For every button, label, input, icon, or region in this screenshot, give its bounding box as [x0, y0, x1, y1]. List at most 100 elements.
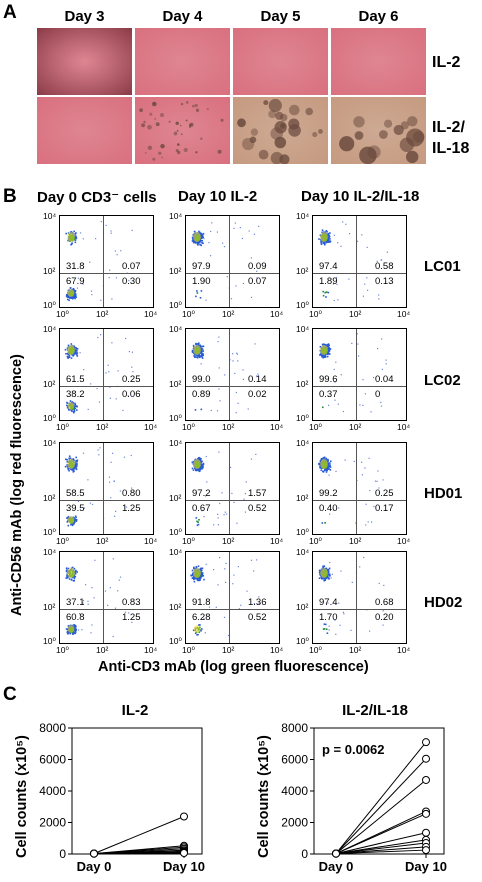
event-dot	[378, 294, 380, 296]
event-dot	[250, 296, 253, 298]
cell-colony	[183, 147, 188, 153]
event-dot	[90, 632, 92, 634]
event-dot	[256, 375, 258, 377]
y-tick-label: 10⁴	[169, 211, 183, 221]
event-dot	[327, 241, 330, 243]
event-dot	[115, 510, 117, 512]
quadrant-value-lower-right: 0	[375, 389, 381, 400]
event-dot	[67, 633, 69, 635]
event-dot	[370, 411, 372, 413]
quadrant-value-upper-right: 0.25	[375, 488, 394, 499]
cell-colony	[149, 112, 153, 116]
quadrant-value-lower-left: 39.5	[66, 503, 85, 514]
event-dot	[74, 627, 77, 630]
event-dot	[125, 506, 128, 508]
event-dot	[111, 298, 113, 300]
event-dot	[250, 458, 253, 460]
quadrant-gate-horizontal	[186, 500, 279, 501]
event-dot	[323, 469, 326, 472]
quadrant-value-upper-right: 0.68	[375, 597, 394, 608]
event-dot	[322, 457, 325, 459]
x-tick-label: 10²	[349, 309, 362, 319]
event-dot	[205, 299, 207, 301]
event-dot	[225, 562, 227, 564]
event-dot	[321, 577, 323, 580]
data-point	[332, 849, 340, 858]
event-dot	[355, 522, 357, 524]
x-tick-label: 10⁰	[182, 422, 195, 432]
density-peak	[320, 345, 328, 355]
cell-colony	[289, 104, 300, 116]
event-dot	[235, 412, 237, 414]
event-dot	[325, 468, 327, 471]
x-tick-label: Day 0	[319, 859, 354, 874]
y-tick-label: 10²	[169, 493, 182, 503]
event-dot	[323, 343, 326, 346]
flow-plot-hd02-c1: 37.1 0.83 60.8 1.25	[59, 551, 154, 644]
event-dot	[74, 239, 77, 241]
event-dot	[127, 395, 129, 397]
quadrant-value-upper-left: 97.2	[192, 488, 211, 499]
event-dot	[241, 237, 243, 240]
cell-colony	[249, 136, 257, 144]
event-dot	[100, 299, 102, 301]
quadrant-gate-vertical	[229, 443, 230, 534]
event-dot	[221, 492, 223, 494]
event-dot	[71, 524, 74, 527]
data-point	[180, 849, 188, 858]
y-tick-label: 10²	[43, 602, 56, 612]
cell-colony	[168, 120, 171, 123]
panel-a-letter: A	[3, 2, 17, 23]
y-tick-label: 10⁰	[43, 636, 56, 646]
x-tick-label: 10⁴	[144, 422, 158, 432]
event-dot	[72, 402, 74, 404]
x-tick-label: 10⁴	[144, 309, 158, 319]
event-dot	[318, 463, 321, 466]
event-dot	[328, 404, 330, 406]
event-dot	[123, 456, 126, 458]
cell-colony	[353, 116, 365, 128]
event-dot	[191, 351, 194, 353]
x-tick-label: 10²	[349, 536, 362, 546]
event-dot	[69, 400, 72, 402]
event-dot	[76, 287, 78, 289]
event-dot	[378, 582, 380, 584]
event-dot	[76, 355, 79, 357]
event-dot	[199, 468, 201, 471]
quadrant-gate-horizontal	[60, 500, 153, 501]
event-dot	[192, 344, 195, 347]
y-tick-label: 10⁴	[169, 324, 183, 334]
condition-label-il2-il18: IL-2/ IL-18	[432, 119, 470, 157]
event-dot	[71, 296, 74, 299]
event-dot	[323, 579, 325, 582]
event-dot	[327, 578, 330, 580]
event-dot	[198, 624, 200, 626]
micrograph-r2-c4	[331, 97, 426, 164]
event-dot	[368, 457, 370, 459]
event-dot	[248, 230, 250, 232]
event-dot	[326, 238, 329, 241]
event-dot	[325, 457, 328, 460]
event-dot	[70, 523, 72, 526]
event-dot	[194, 356, 196, 358]
event-dot	[234, 372, 236, 374]
y-tick-label: 10⁰	[169, 636, 182, 646]
event-dot	[334, 381, 336, 383]
event-dot	[366, 246, 368, 248]
event-dot	[191, 574, 194, 576]
event-dot	[72, 458, 75, 460]
event-dot	[323, 456, 326, 459]
cell-colony	[258, 149, 269, 160]
event-dot	[351, 581, 353, 583]
row-label-lc02: LC02	[424, 372, 461, 389]
event-dot	[322, 344, 324, 346]
event-dot	[109, 269, 111, 271]
event-dot	[197, 355, 199, 358]
event-dot	[326, 231, 328, 233]
event-dot	[210, 255, 212, 257]
event-dot	[100, 221, 102, 223]
event-dot	[366, 277, 368, 279]
event-dot	[110, 230, 112, 232]
event-dot	[75, 346, 77, 349]
y-tick-label: 10⁰	[43, 300, 56, 310]
